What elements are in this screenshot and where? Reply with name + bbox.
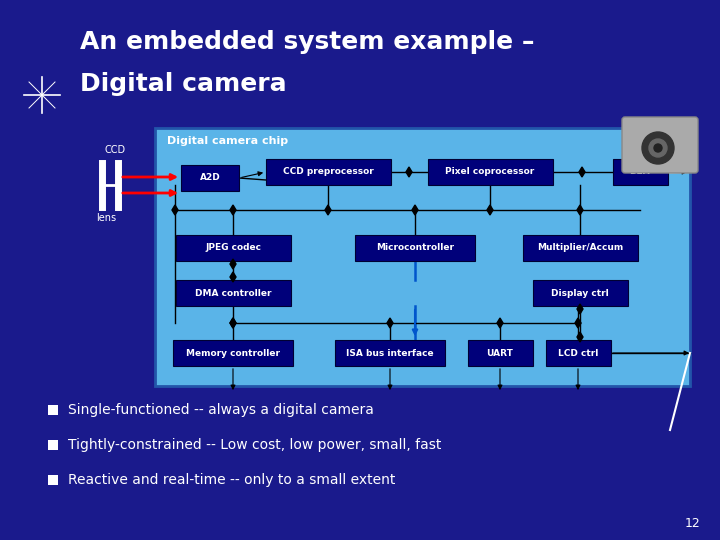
Polygon shape <box>412 205 418 215</box>
Bar <box>355 235 475 261</box>
Polygon shape <box>230 205 236 215</box>
Bar <box>48 475 58 485</box>
Bar <box>155 128 690 386</box>
Polygon shape <box>387 318 393 328</box>
Text: Digital camera chip: Digital camera chip <box>167 136 288 146</box>
Bar <box>428 159 552 185</box>
Text: Reactive and real-time -- only to a small extent: Reactive and real-time -- only to a smal… <box>68 473 395 487</box>
Bar <box>523 235 637 261</box>
Circle shape <box>654 144 662 152</box>
Text: A2D: A2D <box>199 173 220 183</box>
Text: Digital camera: Digital camera <box>80 72 287 96</box>
Polygon shape <box>579 167 585 177</box>
Text: 12: 12 <box>684 517 700 530</box>
Polygon shape <box>487 205 493 215</box>
Text: DMA controller: DMA controller <box>194 288 271 298</box>
Bar <box>173 340 293 366</box>
Text: JPEG codec: JPEG codec <box>205 244 261 253</box>
Text: D2A: D2A <box>629 167 650 177</box>
Circle shape <box>642 132 674 164</box>
Bar <box>613 159 667 185</box>
Bar <box>266 159 390 185</box>
Bar <box>176 280 290 306</box>
Polygon shape <box>230 318 236 328</box>
Bar <box>675 120 691 134</box>
Circle shape <box>649 139 667 157</box>
Bar <box>176 235 290 261</box>
Text: CCD preprocessor: CCD preprocessor <box>283 167 374 177</box>
Polygon shape <box>406 167 412 177</box>
Polygon shape <box>172 205 178 215</box>
Text: Single-functioned -- always a digital camera: Single-functioned -- always a digital ca… <box>68 403 374 417</box>
Polygon shape <box>575 318 581 328</box>
Text: Display ctrl: Display ctrl <box>551 288 609 298</box>
Bar <box>181 165 239 191</box>
Text: Memory controller: Memory controller <box>186 348 280 357</box>
Polygon shape <box>577 304 583 314</box>
Polygon shape <box>230 259 236 269</box>
Polygon shape <box>577 205 583 215</box>
Text: UART: UART <box>487 348 513 357</box>
Text: CCD: CCD <box>104 145 125 155</box>
Bar <box>467 340 533 366</box>
Polygon shape <box>497 318 503 328</box>
Bar <box>48 405 58 415</box>
Bar <box>533 280 628 306</box>
Polygon shape <box>325 205 331 215</box>
Text: Pixel coprocessor: Pixel coprocessor <box>446 167 535 177</box>
Text: LCD ctrl: LCD ctrl <box>558 348 598 357</box>
Text: Tightly-constrained -- Low cost, low power, small, fast: Tightly-constrained -- Low cost, low pow… <box>68 438 441 452</box>
Text: lens: lens <box>96 213 116 223</box>
FancyBboxPatch shape <box>622 117 698 173</box>
Text: ISA bus interface: ISA bus interface <box>346 348 434 357</box>
Text: Multiplier/Accum: Multiplier/Accum <box>537 244 623 253</box>
Polygon shape <box>230 318 236 328</box>
Bar <box>546 340 611 366</box>
Polygon shape <box>577 332 583 342</box>
Text: Microcontroller: Microcontroller <box>376 244 454 253</box>
Bar <box>335 340 445 366</box>
Polygon shape <box>230 272 236 282</box>
Bar <box>48 440 58 450</box>
Text: An embedded system example –: An embedded system example – <box>80 30 534 54</box>
